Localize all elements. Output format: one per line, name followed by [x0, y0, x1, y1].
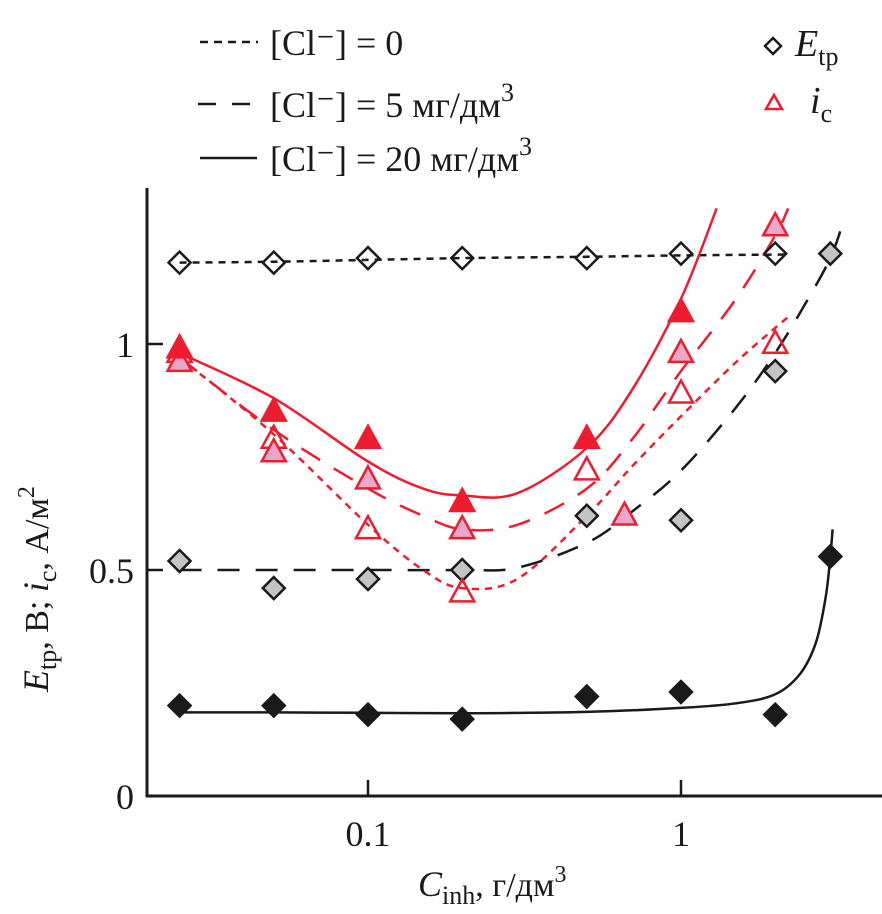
legend-item-cl-0: [Cl⁻] = 0: [200, 23, 403, 63]
diamond-point-series-0: [449, 245, 475, 271]
legend-label-sup: 3: [501, 78, 514, 107]
y-axis-title-sup: 2: [14, 486, 40, 498]
data-markers: [165, 210, 844, 732]
diamond-point-series-2: [762, 701, 788, 728]
x-ticks: 0.1 1: [346, 780, 690, 854]
diamond-icon: [763, 36, 783, 56]
legend-label-sub: tp: [818, 42, 838, 71]
legend-item-cl-20: [Cl⁻] = 20 мг/дм3: [200, 132, 532, 179]
legend-label-main: i: [810, 80, 821, 122]
x-axis-title-main: C: [418, 864, 443, 904]
diamond-point-series-0: [574, 245, 600, 271]
legend-label: [Cl⁻] = 5 мг/дм3: [270, 78, 514, 125]
legend-markers: Etp ic: [763, 23, 838, 128]
diamond-point-series-0: [762, 240, 788, 267]
legend-item-ic: ic: [763, 80, 832, 128]
triangle-point-series-5: [666, 296, 696, 323]
legend-lines: [Cl⁻] = 0 [Cl⁻] = 5 мг/дм3 [Cl⁻] = 20 мг…: [198, 23, 532, 179]
diamond-point-series-0: [668, 240, 694, 267]
diamond-point-series-1: [355, 566, 381, 592]
triangle-point-series-3: [448, 576, 477, 603]
diamond-point-series-0: [355, 245, 381, 271]
y-axis-title-i-sub: c: [33, 571, 62, 583]
legend-label: ic: [810, 80, 832, 128]
triangle-point-series-4: [448, 513, 477, 540]
triangle-point-series-5: [165, 332, 194, 359]
diamond-point-series-2: [817, 543, 844, 570]
x-tick-label: 0.1: [346, 814, 391, 854]
diamond-point-series-2: [574, 683, 600, 710]
y-ticks: 00.51: [89, 325, 163, 817]
fit-line-series-3: [178, 315, 790, 591]
legend-label-text: [Cl⁻] = 5 мг/дм: [270, 85, 501, 125]
y-axis-title-e: E: [16, 670, 56, 693]
triangle-point-series-4: [259, 436, 288, 463]
triangle-point-series-5: [448, 486, 477, 513]
y-axis-title: Etp, В; ic, А/м2: [14, 486, 62, 693]
fit-line-series-4: [178, 207, 790, 532]
fit-line-series-5: [179, 207, 718, 499]
diamond-point-series-1: [817, 240, 844, 267]
triangle-point-series-4: [610, 499, 639, 526]
legend-label: [Cl⁻] = 20 мг/дм3: [270, 132, 532, 179]
legend-label: Etp: [794, 23, 838, 71]
triangle-icon: [763, 92, 785, 111]
diamond-point-series-2: [261, 692, 287, 719]
diamond-point-series-1: [166, 548, 193, 574]
y-tick-label: 1: [116, 325, 134, 365]
triangle-point-series-4: [165, 346, 194, 373]
diamond-point-series-1: [261, 575, 287, 601]
diamond-point-series-2: [355, 701, 381, 728]
y-tick-label: 0.5: [89, 551, 134, 591]
diamond-point-series-2: [668, 679, 694, 705]
legend-label-sup: 3: [519, 132, 532, 161]
legend-label-text: [Cl⁻] = 20 мг/дм: [270, 139, 519, 179]
triangle-point-series-5: [353, 423, 383, 449]
y-tick-label: 0: [116, 777, 134, 817]
fit-line-series-2: [179, 529, 834, 715]
triangle-point-series-5: [572, 423, 601, 449]
legend-label: [Cl⁻] = 0: [270, 23, 403, 63]
triangle-point-series-3: [761, 328, 790, 355]
diamond-point-series-2: [449, 706, 475, 732]
legend-item-cl-5: [Cl⁻] = 5 мг/дм3: [198, 78, 514, 125]
axes: [145, 188, 882, 798]
triangle-point-series-3: [353, 513, 383, 540]
x-axis-title-unit: , г/дм: [475, 867, 554, 904]
diamond-point-series-2: [166, 692, 193, 719]
triangle-point-series-4: [666, 337, 696, 364]
legend-item-etp: Etp: [763, 23, 838, 71]
x-axis-title-sup: 3: [554, 862, 566, 888]
triangle-point-series-5: [259, 395, 288, 422]
legend-label-main: E: [794, 23, 818, 65]
triangle-point-series-4: [353, 463, 383, 490]
x-tick-label: 1: [672, 814, 690, 854]
diamond-point-series-1: [668, 507, 694, 534]
legend-label-sub: c: [821, 99, 833, 128]
diamond-point-series-1: [574, 502, 600, 529]
triangle-point-series-3: [572, 454, 601, 481]
diamond-point-series-0: [166, 249, 193, 276]
triangle-point-series-3: [666, 377, 696, 404]
y-axis-title-i: i: [16, 582, 56, 592]
x-axis-title: Cinh, г/дм3: [418, 862, 566, 910]
fit-line-series-1: [179, 221, 845, 572]
triangle-point-series-4: [761, 210, 790, 237]
y-axis-title-e-sub: tp: [33, 650, 62, 670]
fit-line-series-0: [179, 253, 789, 264]
x-axis-title-sub: inh: [442, 881, 475, 910]
y-axis-title-mid: , В;: [19, 592, 56, 650]
y-axis-title-unit: , А/м: [19, 498, 56, 571]
diamond-point-series-0: [261, 249, 287, 276]
diamond-point-series-1: [762, 358, 788, 384]
